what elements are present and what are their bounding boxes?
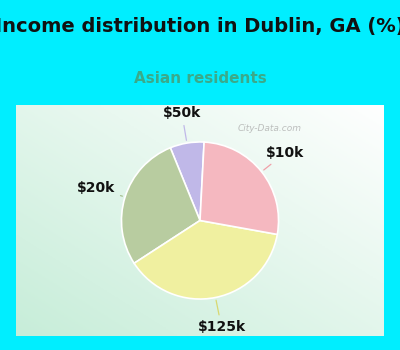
Wedge shape (200, 142, 278, 235)
Text: $50k: $50k (163, 106, 201, 140)
Wedge shape (170, 142, 204, 220)
Text: Income distribution in Dublin, GA (%): Income distribution in Dublin, GA (%) (0, 17, 400, 36)
Wedge shape (122, 148, 200, 263)
Text: $125k: $125k (198, 300, 246, 334)
Text: City-Data.com: City-Data.com (237, 124, 301, 133)
Text: Asian residents: Asian residents (134, 71, 266, 86)
Text: $10k: $10k (264, 146, 304, 170)
Wedge shape (134, 220, 277, 299)
Text: $20k: $20k (77, 181, 122, 196)
